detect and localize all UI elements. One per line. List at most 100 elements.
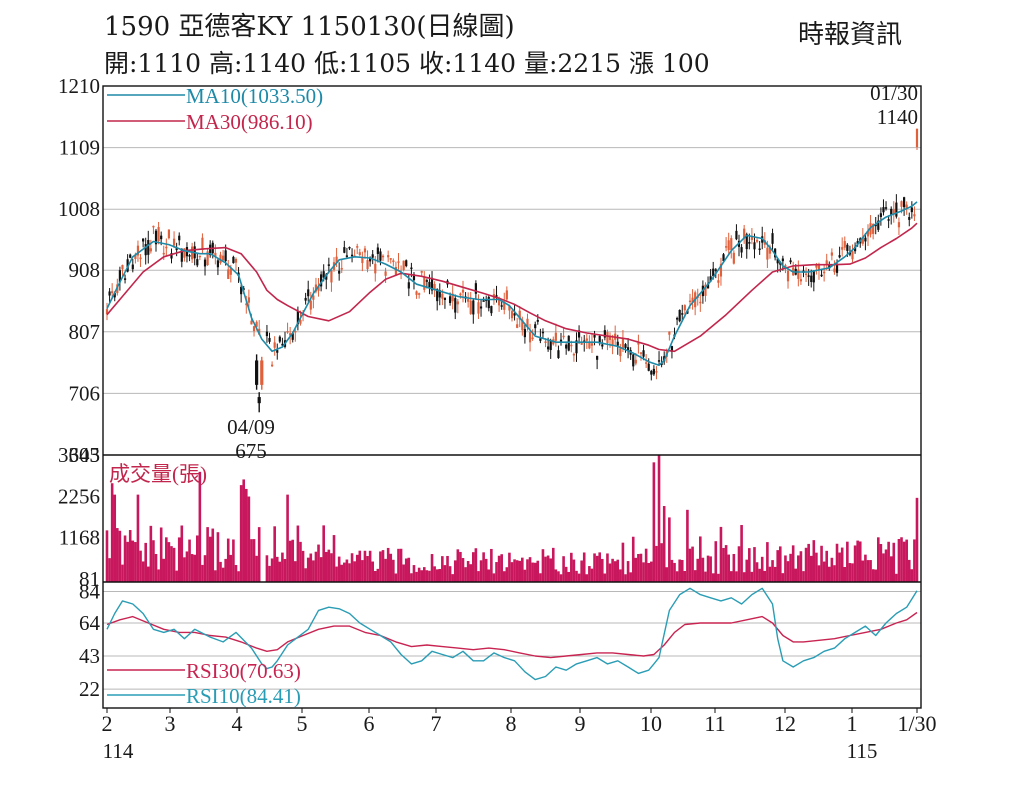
volume-bar <box>735 571 738 582</box>
volume-bar <box>626 561 630 582</box>
volume-bar <box>562 556 565 582</box>
candle <box>908 217 911 220</box>
volume-bar <box>358 550 362 582</box>
candle <box>872 223 875 234</box>
volume-bar <box>533 562 537 582</box>
candle <box>830 252 833 256</box>
volume-bar <box>110 483 114 582</box>
volume-bar <box>905 539 908 582</box>
volume-bar <box>781 573 785 582</box>
candle <box>325 274 328 280</box>
candle <box>183 248 186 258</box>
volume-bar <box>802 571 805 582</box>
volume-bar <box>363 550 367 582</box>
ma30-line <box>106 222 918 353</box>
candle <box>712 268 715 277</box>
volume-bar <box>773 566 777 582</box>
volume-bar <box>711 573 715 582</box>
candle <box>825 260 828 264</box>
volume-bar <box>513 559 516 582</box>
x-tick-label: 3 <box>165 711 176 736</box>
volume-bar <box>180 525 184 582</box>
candle <box>508 305 511 311</box>
volume-bar <box>443 565 447 582</box>
volume-bar <box>474 548 478 582</box>
candle <box>580 342 583 345</box>
candle <box>549 341 552 351</box>
annotation-last-date: 01/30 <box>870 81 918 105</box>
volume-bar <box>270 558 274 582</box>
candle <box>681 313 684 315</box>
volume-bar <box>784 555 787 582</box>
candle <box>608 335 612 340</box>
x-tick-label: 7 <box>431 711 442 736</box>
candle <box>234 259 238 263</box>
volume-bar <box>286 494 289 582</box>
candle <box>345 255 349 257</box>
candle <box>348 247 351 249</box>
volume-bar <box>861 560 865 582</box>
volume-bar <box>420 570 424 582</box>
candle <box>252 326 256 332</box>
candle <box>255 321 258 327</box>
volume-bar <box>812 540 816 582</box>
candle <box>227 269 230 279</box>
volume-bar <box>541 549 545 582</box>
candle <box>743 228 746 239</box>
ma30-legend-label: MA30(986.10) <box>186 110 313 134</box>
volume-bar <box>281 552 284 582</box>
candle <box>340 267 343 270</box>
candle <box>438 290 441 298</box>
candle <box>897 222 901 228</box>
candle <box>611 339 614 347</box>
volume-bar <box>820 545 823 582</box>
volume-bar <box>371 561 375 582</box>
volume-bar <box>407 557 411 582</box>
candle <box>590 343 594 346</box>
volume-bar <box>518 560 522 582</box>
volume-bar <box>448 566 452 582</box>
candle <box>487 296 490 309</box>
volume-bar <box>833 565 836 582</box>
candle <box>152 225 155 228</box>
volume-bar <box>490 548 493 582</box>
candle <box>498 297 501 306</box>
candle <box>766 247 769 260</box>
volume-bar <box>879 544 883 582</box>
volume-bar <box>789 553 792 582</box>
volume-bar <box>699 536 702 582</box>
candle <box>864 237 867 242</box>
volume-bar <box>551 547 555 582</box>
candle <box>423 276 426 290</box>
volume-bar <box>670 559 674 582</box>
volume-bar <box>864 554 867 582</box>
candle <box>131 264 134 270</box>
candle <box>709 276 712 282</box>
candle <box>817 264 821 271</box>
x-tick-label: 11 <box>704 711 725 736</box>
candle <box>528 332 532 343</box>
candle <box>905 204 908 209</box>
volume-bar <box>704 571 707 582</box>
candle <box>420 270 423 273</box>
candle <box>402 260 405 270</box>
volume-bar <box>484 558 488 582</box>
volume-bar <box>505 567 509 582</box>
candle <box>616 341 619 346</box>
volume-bar <box>139 550 142 582</box>
candle <box>338 270 341 274</box>
candle <box>157 227 160 242</box>
candle <box>675 318 679 320</box>
candle <box>753 242 756 250</box>
volume-bar <box>404 558 408 582</box>
volume-bar <box>900 537 903 582</box>
volume-bar <box>412 565 416 582</box>
volume-bar <box>531 562 534 582</box>
candle <box>913 214 916 217</box>
candle <box>175 247 178 251</box>
volume-bar <box>858 541 862 582</box>
volume-bar <box>595 555 599 582</box>
price-tick-label: 1008 <box>58 197 100 221</box>
candle <box>866 230 870 237</box>
